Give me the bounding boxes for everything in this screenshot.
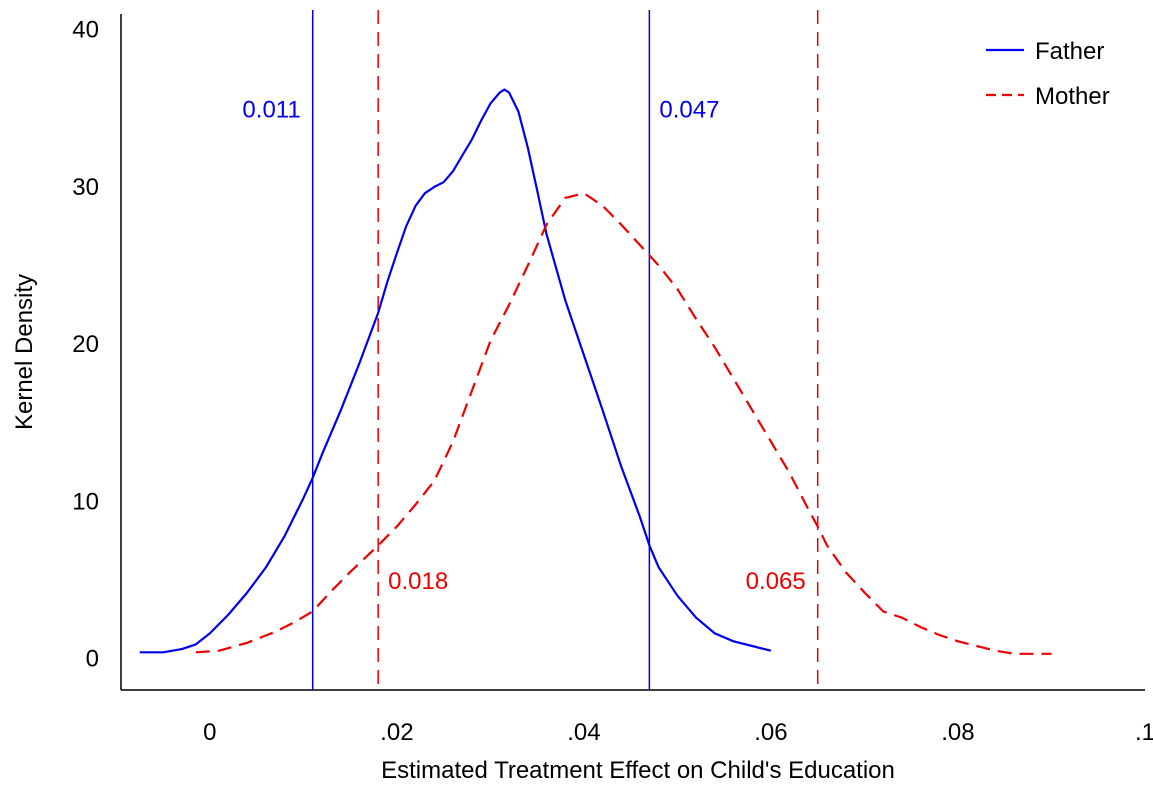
x-axis-title: Estimated Treatment Effect on Child's Ed… <box>381 757 895 784</box>
reference-line-label: 0.011 <box>242 96 300 123</box>
axes <box>120 14 1145 691</box>
y-tick-label: 20 <box>72 331 99 358</box>
y-tick-label: 0 <box>86 646 99 673</box>
x-tick-label: .06 <box>754 719 787 746</box>
legend: Father Mother <box>986 38 1110 110</box>
x-ticks: 0 .02 .04 .06 .08 .1 <box>203 719 1153 746</box>
series-line-father <box>139 88 772 654</box>
x-tick-label: .1 <box>1135 719 1153 746</box>
reference-line-label: 0.047 <box>659 96 719 123</box>
x-tick-label: .02 <box>380 719 413 746</box>
y-tick-label: 30 <box>72 174 99 201</box>
reference-line-label: 0.065 <box>746 568 806 595</box>
y-ticks: 0 10 20 30 40 <box>72 17 99 673</box>
y-axis-title: Kernel Density <box>11 274 38 430</box>
reference-line-labels: 0.011 0.047 0.018 0.065 <box>242 96 805 595</box>
legend-label-father: Father <box>1035 38 1104 65</box>
series-lines <box>139 88 1052 655</box>
x-tick-label: .08 <box>941 719 974 746</box>
x-tick-label: 0 <box>203 719 216 746</box>
series-line-mother <box>195 192 1052 655</box>
reference-line-label: 0.018 <box>388 568 448 595</box>
legend-label-mother: Mother <box>1035 83 1110 110</box>
x-tick-label: .04 <box>567 719 600 746</box>
y-tick-label: 10 <box>72 488 99 515</box>
y-tick-label: 40 <box>72 17 99 44</box>
reference-lines <box>311 10 819 690</box>
